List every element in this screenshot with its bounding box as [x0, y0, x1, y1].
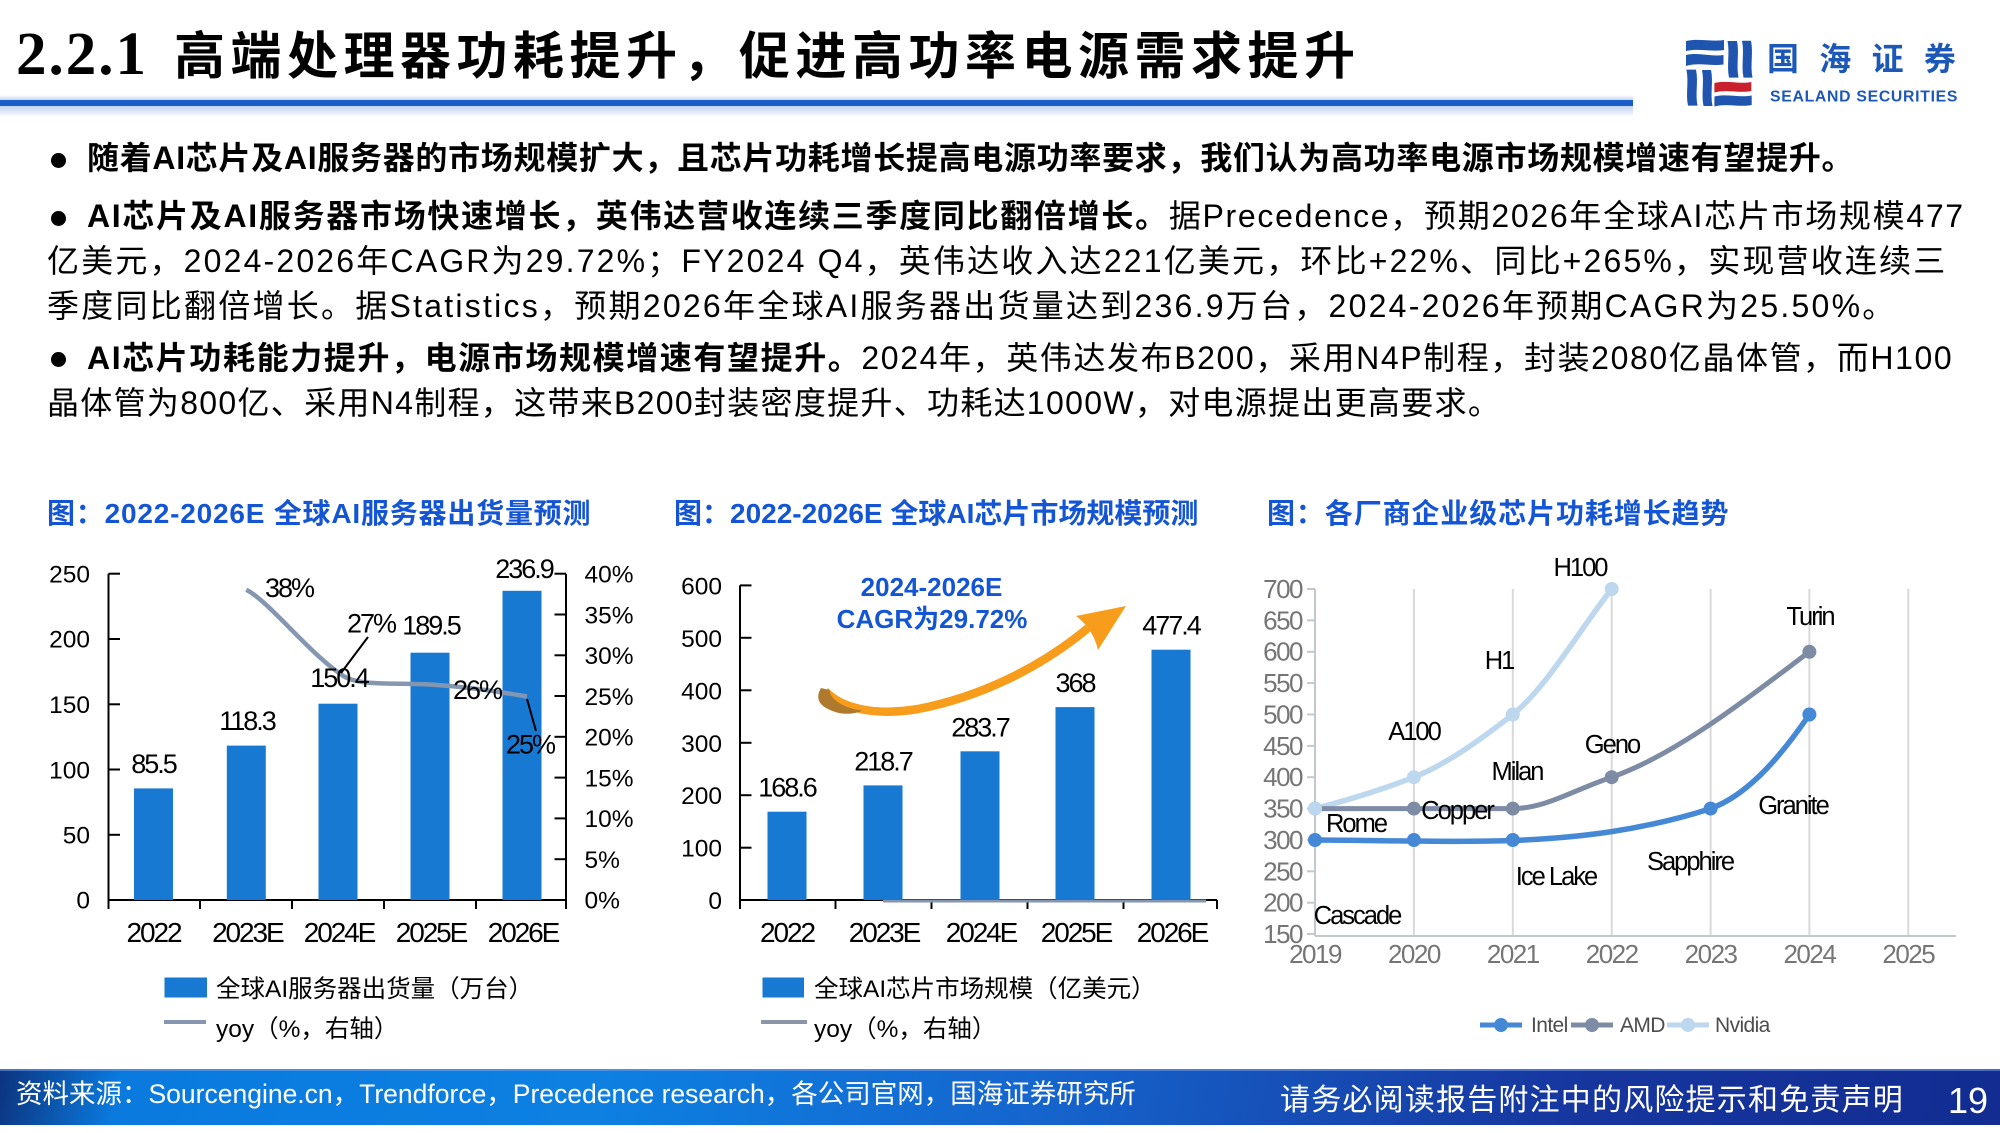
svg-text:400: 400 [681, 678, 722, 705]
svg-text:2021: 2021 [1487, 939, 1540, 969]
svg-text:100: 100 [681, 836, 722, 863]
svg-text:Copper: Copper [1421, 797, 1495, 825]
svg-text:yoy（%，右轴）: yoy（%，右轴） [814, 1015, 996, 1043]
svg-text:A100: A100 [1388, 718, 1441, 746]
svg-text:168.6: 168.6 [758, 773, 817, 803]
svg-text:2022: 2022 [1586, 939, 1639, 969]
svg-text:0: 0 [76, 888, 90, 915]
svg-text:国海证券: 国海证券 [1767, 41, 1965, 77]
svg-text:2024: 2024 [1783, 939, 1836, 969]
svg-text:H100: H100 [1554, 554, 1609, 582]
svg-text:2024-2026E: 2024-2026E [861, 572, 1003, 602]
svg-text:40%: 40% [585, 562, 634, 589]
svg-text:2023: 2023 [1685, 939, 1738, 969]
svg-text:2022: 2022 [127, 917, 182, 948]
svg-text:2025E: 2025E [396, 917, 468, 948]
svg-text:250: 250 [1263, 856, 1303, 886]
svg-text:Nvidia: Nvidia [1715, 1014, 1771, 1037]
svg-text:Cascade: Cascade [1314, 902, 1402, 930]
svg-text:236.9: 236.9 [495, 554, 554, 584]
svg-text:CAGR为29.72%: CAGR为29.72% [837, 604, 1028, 634]
svg-text:2024E: 2024E [946, 917, 1018, 948]
svg-text:600: 600 [681, 573, 722, 600]
svg-text:H1: H1 [1485, 647, 1514, 675]
svg-text:2024E: 2024E [304, 917, 376, 948]
svg-text:AMD: AMD [1620, 1014, 1665, 1037]
svg-text:118.3: 118.3 [219, 706, 276, 736]
svg-text:yoy（%，右轴）: yoy（%，右轴） [216, 1015, 398, 1043]
svg-text:500: 500 [1263, 699, 1303, 729]
svg-text:2023E: 2023E [849, 917, 921, 948]
svg-text:Granite: Granite [1758, 792, 1829, 820]
svg-text:Milan: Milan [1492, 758, 1544, 786]
svg-text:15%: 15% [585, 765, 634, 792]
svg-text:全球AI芯片市场规模（亿美元）: 全球AI芯片市场规模（亿美元） [814, 975, 1156, 1003]
svg-text:400: 400 [1263, 762, 1303, 792]
svg-text:Ice Lake: Ice Lake [1516, 863, 1598, 891]
svg-text:500: 500 [681, 626, 722, 653]
svg-text:100: 100 [49, 757, 90, 784]
svg-text:25%: 25% [506, 730, 556, 760]
svg-text:550: 550 [1263, 668, 1303, 698]
svg-text:25%: 25% [585, 684, 634, 711]
svg-text:5%: 5% [585, 847, 620, 874]
svg-text:2025: 2025 [1882, 939, 1935, 969]
svg-text:600: 600 [1263, 637, 1303, 667]
svg-text:2020: 2020 [1388, 939, 1441, 969]
svg-text:图：2022-2026E 全球AI服务器出货量预测: 图：2022-2026E 全球AI服务器出货量预测 [47, 498, 591, 529]
svg-text:Intel: Intel [1531, 1014, 1568, 1037]
svg-text:150.4: 150.4 [310, 663, 370, 693]
svg-text:38%: 38% [265, 573, 315, 603]
svg-text:0: 0 [708, 888, 722, 915]
svg-text:50: 50 [63, 823, 90, 850]
svg-text:2025E: 2025E [1041, 917, 1113, 948]
svg-text:700: 700 [1263, 574, 1303, 604]
svg-text:218.7: 218.7 [854, 746, 913, 776]
svg-text:450: 450 [1263, 731, 1303, 761]
svg-text:30%: 30% [585, 643, 634, 670]
svg-text:150: 150 [1263, 919, 1303, 949]
svg-text:Sapphire: Sapphire [1647, 848, 1735, 876]
svg-text:35%: 35% [585, 602, 634, 629]
svg-text:200: 200 [1263, 888, 1303, 918]
svg-text:85.5: 85.5 [131, 749, 177, 779]
svg-text:477.4: 477.4 [1142, 611, 1202, 641]
svg-text:2022: 2022 [760, 917, 815, 948]
svg-text:图：2022-2026E 全球AI芯片市场规模预测: 图：2022-2026E 全球AI芯片市场规模预测 [674, 498, 1198, 529]
svg-text:350: 350 [1263, 794, 1303, 824]
svg-text:27%: 27% [347, 609, 397, 639]
svg-text:200: 200 [681, 783, 722, 810]
svg-text:2019: 2019 [1289, 939, 1342, 969]
svg-text:Turin: Turin [1786, 603, 1834, 631]
svg-text:0%: 0% [585, 888, 620, 915]
svg-text:189.5: 189.5 [402, 611, 461, 641]
svg-text:2026E: 2026E [488, 917, 560, 948]
svg-text:283.7: 283.7 [951, 712, 1010, 742]
svg-text:150: 150 [49, 692, 90, 719]
svg-text:SEALAND SECURITIES: SEALAND SECURITIES [1770, 89, 1958, 106]
svg-text:图：各厂商企业级芯片功耗增长趋势: 图：各厂商企业级芯片功耗增长趋势 [1267, 498, 1729, 529]
svg-text:10%: 10% [585, 806, 634, 833]
svg-text:300: 300 [681, 731, 722, 758]
svg-text:2026E: 2026E [1137, 917, 1209, 948]
svg-text:26%: 26% [453, 675, 503, 705]
svg-text:2023E: 2023E [212, 917, 284, 948]
svg-text:650: 650 [1263, 605, 1303, 635]
svg-text:Geno: Geno [1585, 731, 1641, 759]
svg-text:300: 300 [1263, 825, 1303, 855]
svg-text:200: 200 [49, 627, 90, 654]
svg-text:全球AI服务器出货量（万台）: 全球AI服务器出货量（万台） [216, 975, 533, 1003]
svg-text:368: 368 [1055, 668, 1095, 698]
svg-text:20%: 20% [585, 725, 634, 752]
svg-text:Rome: Rome [1326, 810, 1388, 838]
svg-text:250: 250 [49, 562, 90, 589]
